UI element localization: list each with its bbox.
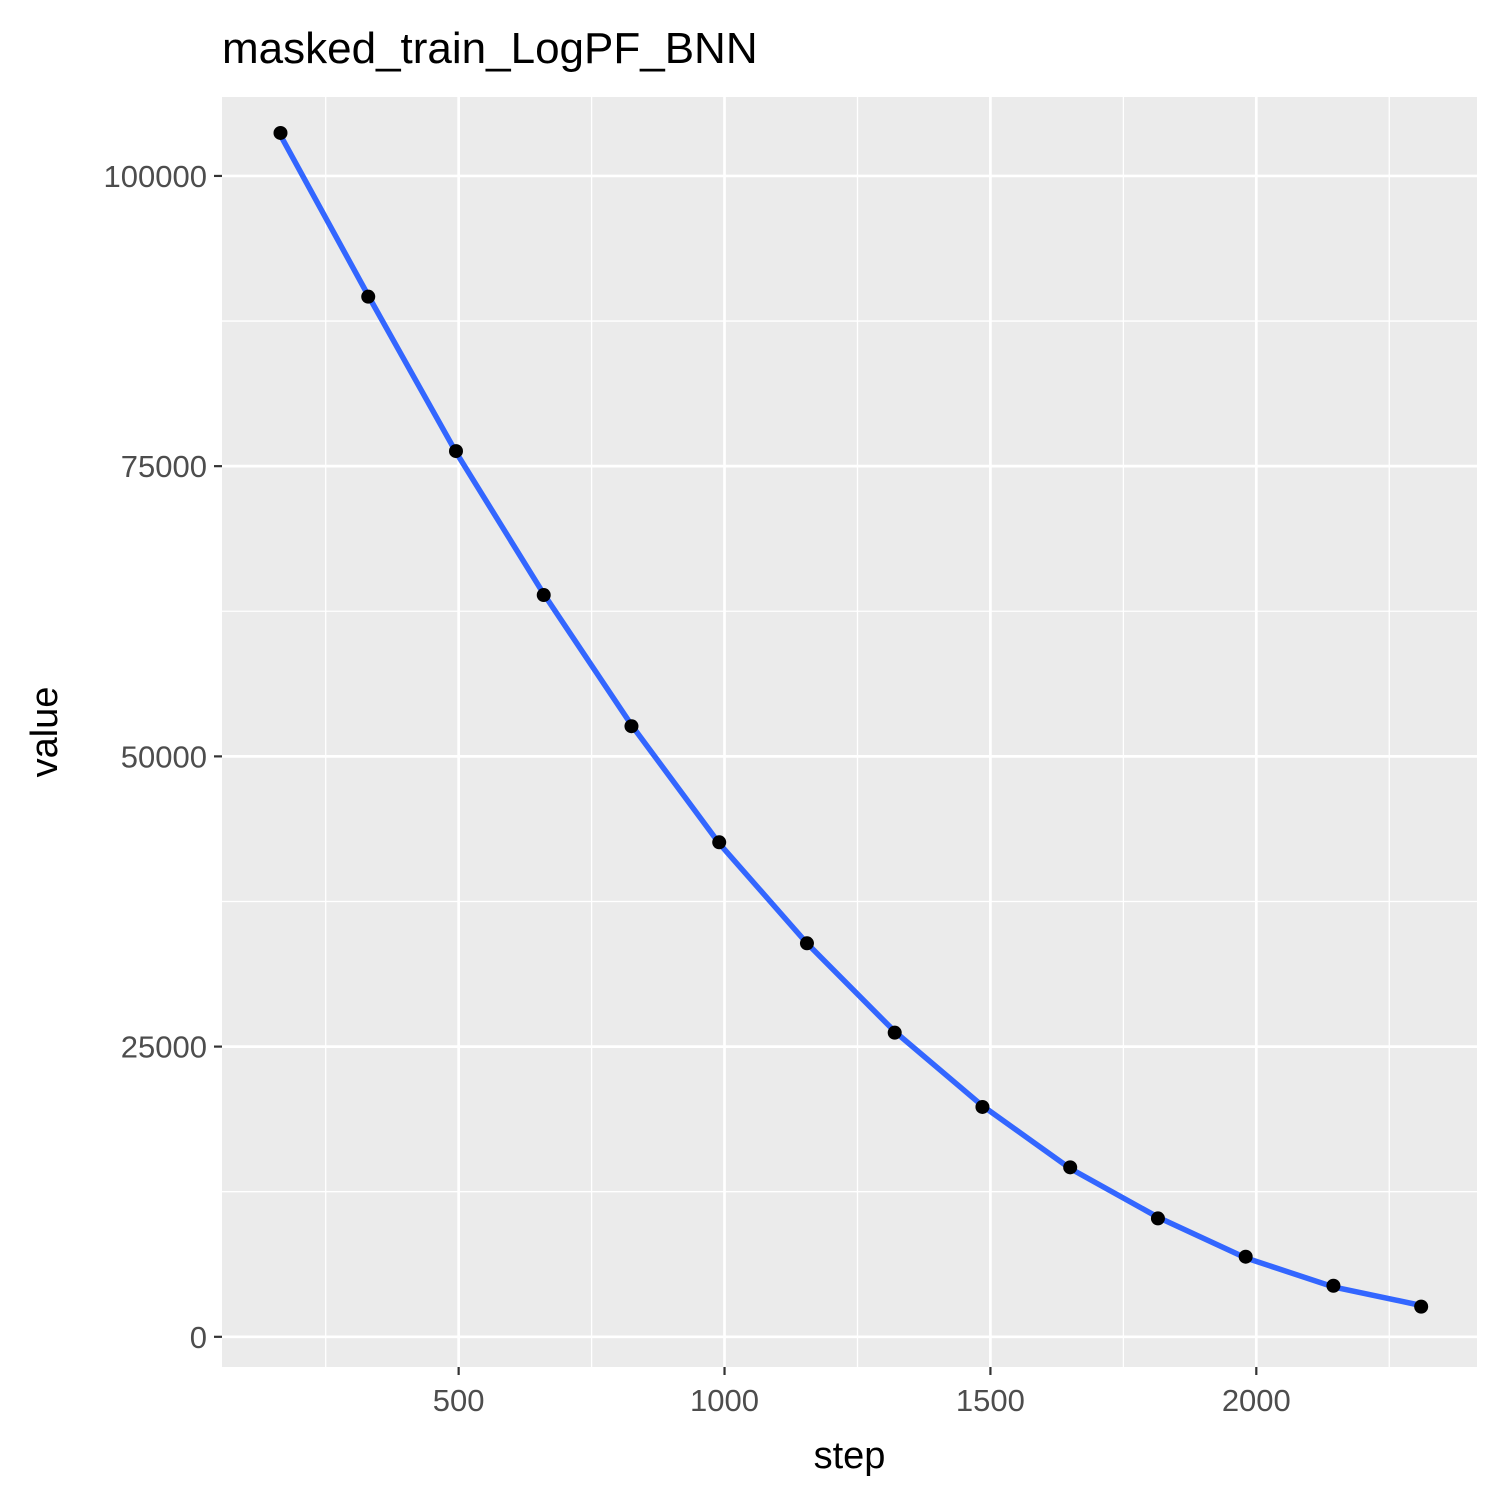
minor-grid — [222, 97, 1477, 1367]
data-point — [1150, 1211, 1165, 1226]
data-point — [1063, 1160, 1078, 1175]
x-axis-title: step — [814, 1435, 886, 1477]
x-axis: 500 1000 1500 2000 — [433, 1367, 1291, 1418]
x-tick-label: 1000 — [690, 1383, 759, 1418]
data-point — [1326, 1278, 1341, 1293]
data-point — [1238, 1249, 1253, 1264]
y-axis-title: value — [24, 687, 66, 778]
data-point — [887, 1025, 902, 1040]
data-point — [536, 588, 551, 603]
y-axis: 0 25000 50000 75000 100000 — [104, 159, 222, 1355]
x-tick-label: 1500 — [956, 1383, 1025, 1418]
data-point — [361, 289, 376, 304]
data-point — [975, 1099, 990, 1114]
x-tick-label: 500 — [433, 1383, 485, 1418]
data-point — [799, 936, 814, 951]
y-tick-label: 25000 — [121, 1030, 207, 1065]
series-layer — [273, 125, 1429, 1314]
smooth-fit-line — [277, 132, 1424, 1309]
y-tick-label: 100000 — [104, 159, 207, 194]
major-grid — [222, 97, 1477, 1367]
y-tick-label: 0 — [190, 1320, 207, 1355]
chart-title: masked_train_LogPF_BNN — [222, 24, 758, 73]
data-point — [273, 125, 288, 140]
data-point — [1414, 1299, 1429, 1314]
plot-panel — [222, 97, 1477, 1367]
data-point — [712, 835, 727, 850]
y-tick-label: 75000 — [121, 449, 207, 484]
x-tick-label: 2000 — [1222, 1383, 1291, 1418]
y-tick-label: 50000 — [121, 739, 207, 774]
data-point — [448, 444, 463, 459]
data-point — [624, 719, 639, 734]
